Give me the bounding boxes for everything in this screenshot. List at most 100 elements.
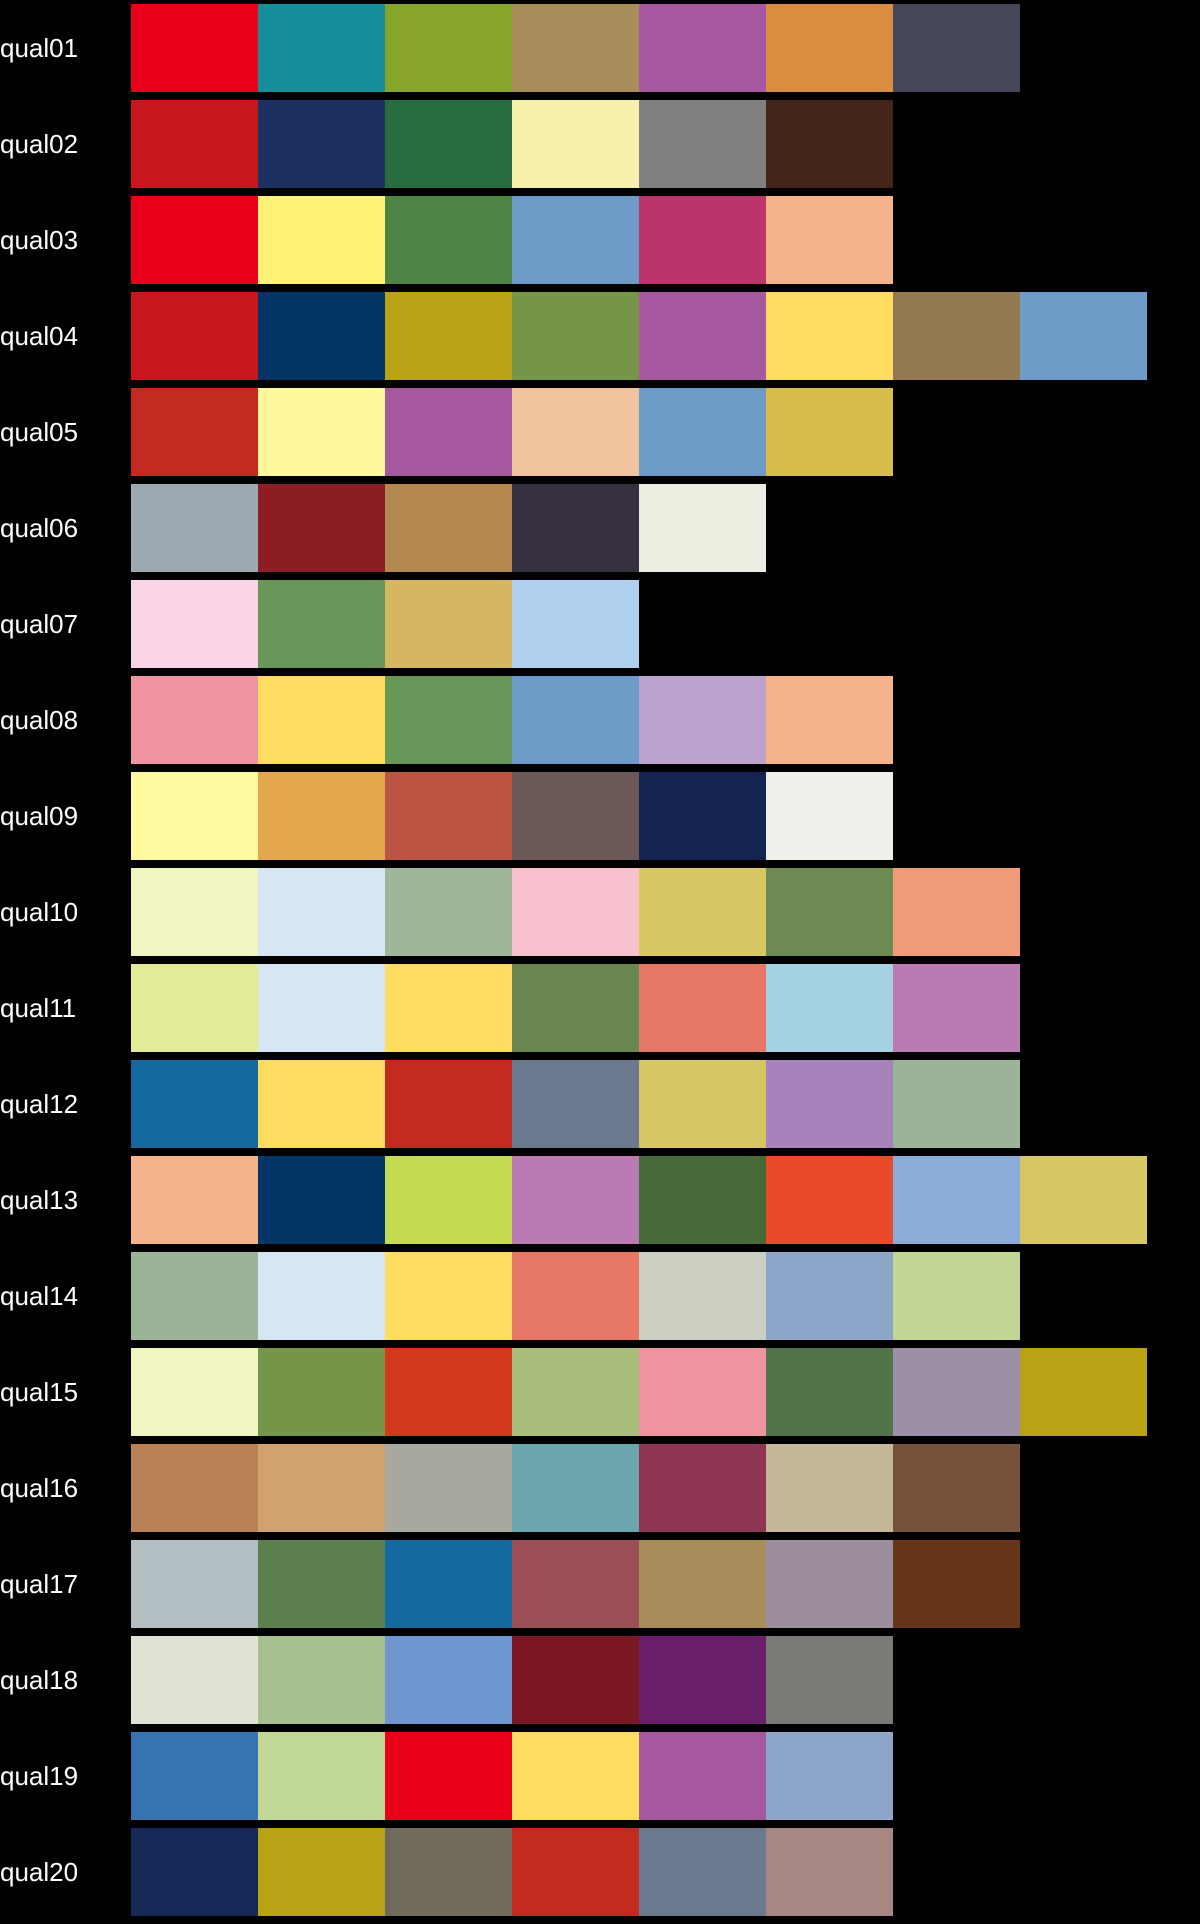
color-swatch — [512, 292, 639, 380]
color-swatch — [385, 1636, 512, 1724]
color-swatch — [131, 964, 258, 1052]
color-swatch — [258, 1828, 385, 1916]
color-swatch — [639, 1636, 766, 1724]
color-swatch — [385, 868, 512, 956]
color-swatch — [766, 196, 893, 284]
color-swatch — [258, 388, 385, 476]
color-swatch — [766, 1540, 893, 1628]
color-swatch — [385, 964, 512, 1052]
color-swatch — [893, 292, 1020, 380]
color-swatch — [512, 196, 639, 284]
palette-row-qual07: qual07 — [0, 580, 1200, 668]
color-swatch — [639, 4, 766, 92]
palette-row-qual04: qual04 — [0, 292, 1200, 380]
color-swatch — [766, 100, 893, 188]
color-swatch — [258, 1540, 385, 1628]
color-swatch — [512, 676, 639, 764]
color-swatch — [258, 1156, 385, 1244]
color-swatch — [258, 1732, 385, 1820]
color-swatch — [512, 1252, 639, 1340]
color-swatch — [258, 4, 385, 92]
swatch-strip — [131, 1348, 1147, 1436]
swatch-strip — [131, 292, 1147, 380]
color-swatch — [131, 388, 258, 476]
palette-label: qual13 — [0, 1185, 79, 1215]
palette-label: qual02 — [0, 129, 79, 159]
color-swatch — [512, 580, 639, 668]
palette-label: qual03 — [0, 225, 79, 255]
color-swatch — [639, 1156, 766, 1244]
color-swatch — [258, 1348, 385, 1436]
color-swatch — [385, 580, 512, 668]
palette-row-qual09: qual09 — [0, 772, 1200, 860]
color-swatch — [639, 1828, 766, 1916]
palette-label: qual14 — [0, 1281, 79, 1311]
color-swatch — [385, 1060, 512, 1148]
color-swatch — [131, 1060, 258, 1148]
color-swatch — [385, 100, 512, 188]
color-swatch — [131, 676, 258, 764]
palette-row-qual13: qual13 — [0, 1156, 1200, 1244]
color-swatch — [258, 1636, 385, 1724]
color-swatch — [385, 1156, 512, 1244]
palette-row-qual20: qual20 — [0, 1828, 1200, 1916]
color-swatch — [893, 4, 1020, 92]
color-swatch — [639, 196, 766, 284]
color-swatch — [893, 964, 1020, 1052]
palette-row-qual02: qual02 — [0, 100, 1200, 188]
palette-label: qual18 — [0, 1665, 79, 1695]
color-swatch — [131, 484, 258, 572]
color-swatch — [766, 1732, 893, 1820]
palette-label: qual05 — [0, 417, 79, 447]
swatch-strip — [131, 1540, 1020, 1628]
swatch-strip — [131, 1156, 1147, 1244]
color-swatch — [639, 772, 766, 860]
palette-label: qual19 — [0, 1761, 79, 1791]
palette-row-qual18: qual18 — [0, 1636, 1200, 1724]
color-swatch — [131, 868, 258, 956]
color-swatch — [385, 196, 512, 284]
color-swatch — [766, 292, 893, 380]
color-swatch — [258, 580, 385, 668]
swatch-strip — [131, 1060, 1020, 1148]
swatch-strip — [131, 580, 639, 668]
color-swatch — [385, 1540, 512, 1628]
palette-row-qual14: qual14 — [0, 1252, 1200, 1340]
swatch-strip — [131, 964, 1020, 1052]
color-swatch — [131, 1732, 258, 1820]
swatch-strip — [131, 4, 1020, 92]
color-swatch — [131, 580, 258, 668]
color-swatch — [893, 1444, 1020, 1532]
color-swatch — [639, 1732, 766, 1820]
palette-label: qual10 — [0, 897, 79, 927]
color-swatch — [131, 292, 258, 380]
palette-row-qual15: qual15 — [0, 1348, 1200, 1436]
color-swatch — [258, 676, 385, 764]
color-swatch — [258, 868, 385, 956]
palette-label: qual08 — [0, 705, 79, 735]
color-swatch — [385, 292, 512, 380]
color-swatch — [1020, 292, 1147, 380]
palette-label: qual20 — [0, 1857, 79, 1887]
color-swatch — [766, 1636, 893, 1724]
color-swatch — [766, 868, 893, 956]
color-swatch — [258, 484, 385, 572]
color-swatch — [131, 772, 258, 860]
color-swatch — [512, 1444, 639, 1532]
color-swatch — [258, 1252, 385, 1340]
palette-label: qual16 — [0, 1473, 79, 1503]
color-swatch — [639, 292, 766, 380]
color-swatch — [639, 1444, 766, 1532]
palette-row-qual10: qual10 — [0, 868, 1200, 956]
palette-label: qual11 — [0, 993, 77, 1023]
color-swatch — [131, 1636, 258, 1724]
color-swatch — [766, 964, 893, 1052]
color-swatch — [512, 1732, 639, 1820]
swatch-strip — [131, 100, 893, 188]
color-swatch — [258, 292, 385, 380]
swatch-strip — [131, 1636, 893, 1724]
color-swatch — [639, 388, 766, 476]
color-swatch — [131, 1348, 258, 1436]
color-swatch — [766, 772, 893, 860]
color-swatch — [893, 1252, 1020, 1340]
